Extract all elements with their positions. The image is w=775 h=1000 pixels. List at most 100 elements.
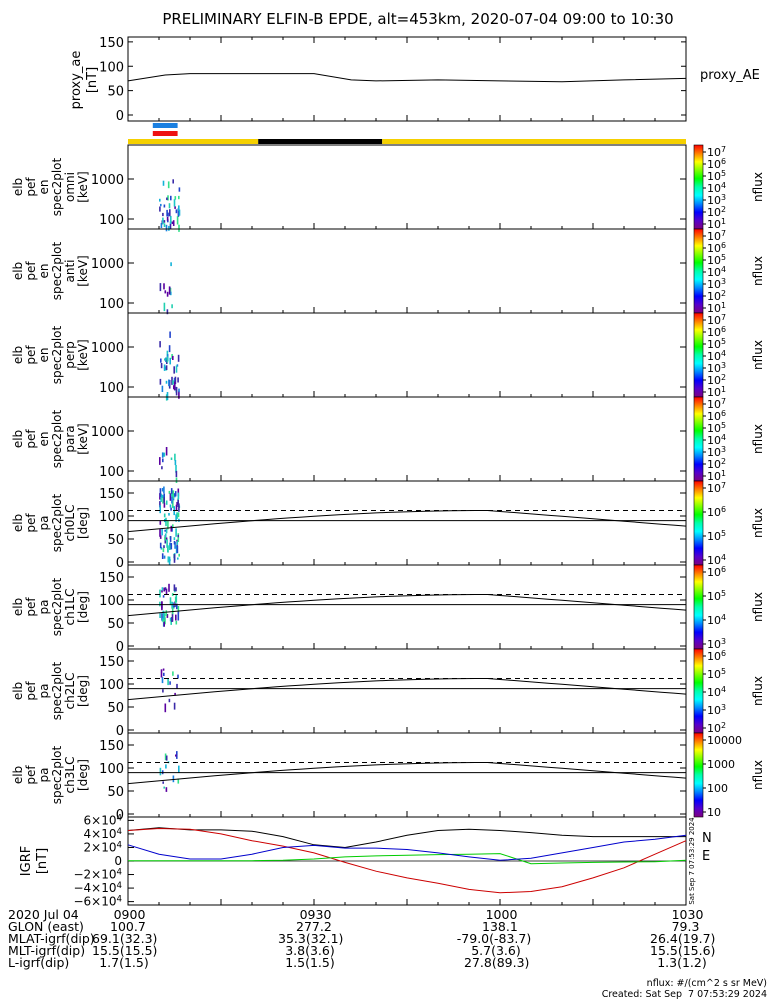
spectrogram-speckle xyxy=(159,505,161,514)
igrf-ytick-label: −4×104 xyxy=(73,881,122,895)
spectrogram-speckle xyxy=(159,767,162,776)
spectrogram-label-line: [deg] xyxy=(76,591,90,623)
spectrogram-label-line: perp xyxy=(63,341,77,369)
igrf-ytick-label: −6×104 xyxy=(73,895,122,909)
spectrogram-label-line: [deg] xyxy=(76,507,90,539)
footer-row-value: 1030 xyxy=(671,907,704,922)
spectrogram-ytick-label: 100 xyxy=(99,297,124,312)
spectrogram-speckle xyxy=(174,376,177,385)
spectrogram-ytick-label: 150 xyxy=(99,739,124,754)
spectrogram-speckle xyxy=(159,601,161,607)
spectrogram-speckle xyxy=(177,534,179,538)
spectrogram-speckle xyxy=(162,595,165,598)
spectrogram-speckle xyxy=(159,535,162,539)
spectrogram-label-line: pef xyxy=(24,597,38,617)
spectrogram-speckle xyxy=(163,587,165,592)
spectrogram-speckle xyxy=(177,377,179,383)
spectrogram-speckle xyxy=(176,502,178,505)
spectrogram-speckle xyxy=(178,503,180,512)
footer-row-value: 277.2 xyxy=(296,919,332,934)
spectrogram-speckle xyxy=(177,354,180,362)
spectrogram-speckle xyxy=(160,358,162,363)
spectrogram-label-line: [deg] xyxy=(76,759,90,791)
spectrogram-label-line: [deg] xyxy=(76,675,90,707)
footer-row-value: 35.3(32.1) xyxy=(278,931,344,946)
spectrogram-speckle xyxy=(167,546,169,552)
spectrogram-speckle xyxy=(164,703,167,713)
spectrogram-speckle xyxy=(176,364,179,367)
colorbar-tick-label: 102 xyxy=(707,373,726,387)
spectrogram-speckle xyxy=(175,470,178,478)
spectrogram-frame xyxy=(127,228,687,314)
spectrogram-speckle xyxy=(174,196,177,200)
spectrogram-speckle xyxy=(163,223,166,227)
spectrogram-speckle xyxy=(163,502,166,508)
spectrogram-speckle xyxy=(167,219,169,223)
spectrogram-speckle xyxy=(161,528,163,536)
spectrogram-speckle xyxy=(172,380,174,385)
spectrogram-speckle xyxy=(160,363,163,369)
spectrogram-speckle xyxy=(171,376,173,385)
spectrogram-speckle xyxy=(176,512,178,519)
colorbar xyxy=(693,480,704,566)
footer-row-value: 1.3(1.2) xyxy=(657,955,707,970)
spectrogram-speckle xyxy=(165,588,168,595)
igrf-ytick-label: 0 xyxy=(114,854,122,868)
igrf-ytick-label: 2×104 xyxy=(84,840,122,854)
spectrogram-speckle xyxy=(175,595,178,603)
spectrogram-speckle xyxy=(172,602,174,609)
spectrogram-label-line: pa xyxy=(37,600,51,615)
spectrogram-speckle xyxy=(161,587,164,591)
data-flag-blue xyxy=(152,123,178,128)
colorbar-tick-label: 105 xyxy=(707,169,726,183)
colorbar xyxy=(693,228,704,314)
spectrogram-speckle xyxy=(177,208,180,217)
footer-row-value: 79.3 xyxy=(671,919,700,934)
spectrogram-speckle xyxy=(171,593,174,596)
spectrogram-ytick-label: 50 xyxy=(107,785,124,800)
spectrogram-label-line: spec2plot xyxy=(50,745,64,804)
spectrogram-speckle xyxy=(167,212,169,217)
spectrogram-speckle xyxy=(162,495,164,504)
spectrogram-speckle xyxy=(159,501,161,508)
spectrogram-speckle xyxy=(162,495,165,498)
colorbar-tick-label: 105 xyxy=(707,529,726,543)
spectrogram-speckle xyxy=(163,613,166,620)
spectrogram-speckle xyxy=(176,545,179,554)
footer-row-value: 26.4(19.7) xyxy=(650,931,716,946)
spectrogram-speckle xyxy=(177,492,180,499)
spectrogram-speckle xyxy=(177,606,180,614)
spectrogram-speckle xyxy=(166,309,169,315)
footer-row-label: L-igrf(dip) xyxy=(8,955,70,970)
spectrogram-label-line: pef xyxy=(24,429,38,449)
spectrogram-speckle xyxy=(163,513,166,518)
loss-cone-curve xyxy=(127,762,687,785)
spectrogram-speckle xyxy=(163,486,165,494)
spectrogram-speckle xyxy=(167,556,170,563)
spectrogram-label-line: pa xyxy=(37,684,51,699)
spectrogram-speckle xyxy=(164,290,167,294)
colorbar-tick-label: 101 xyxy=(707,217,726,231)
footer-row-value: 3.8(3.6) xyxy=(285,943,335,958)
spectrogram-speckle xyxy=(166,614,169,618)
spectrogram-speckle xyxy=(162,689,164,693)
spectrogram-ytick-label: 1000 xyxy=(91,257,124,272)
colorbar-tick-label: 105 xyxy=(707,421,726,435)
spectrogram-label-line: spec2plot xyxy=(50,661,64,720)
spectrogram-speckle xyxy=(159,589,161,598)
colorbar-tick-label: 103 xyxy=(707,445,726,459)
igrf-ylabel: IGRF xyxy=(19,846,34,876)
footer-row-value: 1.7(1.5) xyxy=(99,955,149,970)
spectrogram-speckle xyxy=(169,681,171,685)
colorbar-tick-label: 103 xyxy=(707,361,726,375)
spectrogram-speckle xyxy=(165,537,168,540)
spectrogram-ytick-label: 100 xyxy=(99,213,124,228)
colorbar-tick-label: 102 xyxy=(707,205,726,219)
footer-row-label: MLAT-igrf(dip) xyxy=(8,931,95,946)
spectrogram-speckle xyxy=(173,199,176,207)
footer-row-label: MLT-igrf(dip) xyxy=(8,943,86,958)
spectrogram-speckle xyxy=(175,365,178,373)
spectrogram-speckle xyxy=(174,692,176,696)
spectrogram-speckle xyxy=(163,283,165,290)
